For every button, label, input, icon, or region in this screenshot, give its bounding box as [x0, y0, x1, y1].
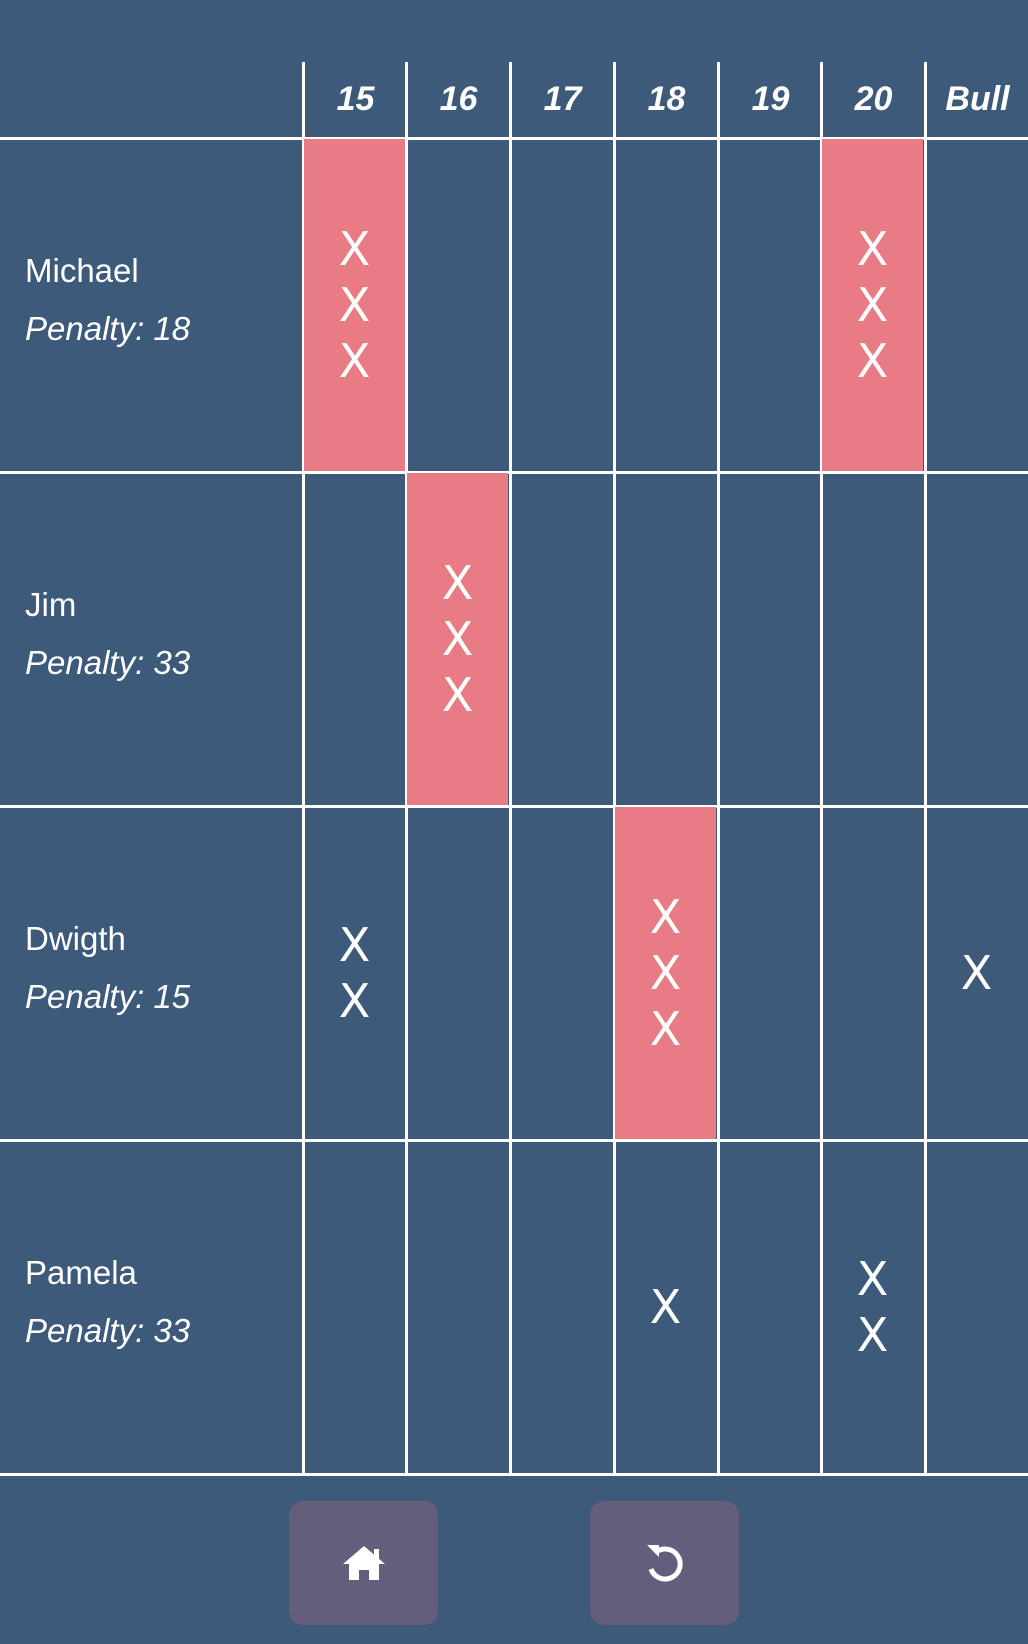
mark-cell-17[interactable]	[511, 1141, 612, 1473]
mark-cell-19[interactable]	[719, 1141, 820, 1473]
hit-mark: X	[856, 1252, 889, 1306]
row-divider	[0, 1473, 1028, 1476]
player-row-jim: Jim Penalty: 33	[0, 474, 302, 805]
mark-cell-19[interactable]	[719, 139, 820, 471]
column-divider	[924, 62, 927, 1475]
mark-cell-19[interactable]	[719, 807, 820, 1139]
player-penalty: Penalty: 18	[25, 310, 191, 347]
hit-mark: X	[338, 918, 371, 972]
hit-mark: X	[960, 946, 993, 1000]
column-divider	[820, 62, 823, 1475]
column-divider	[302, 62, 305, 1475]
hit-mark: X	[338, 222, 371, 276]
column-header-17: 17	[543, 79, 582, 118]
hit-mark: X	[338, 334, 371, 388]
mark-cell-17[interactable]	[511, 139, 612, 471]
player-row-pamela: Pamela Penalty: 33	[0, 1142, 302, 1473]
mark-cell-bull[interactable]	[926, 473, 1027, 805]
player-name: Jim	[25, 586, 77, 623]
player-row-dwigth: Dwigth Penalty: 15	[0, 808, 302, 1139]
mark-cell-17[interactable]	[511, 473, 612, 805]
column-header-18: 18	[647, 79, 686, 118]
player-row-michael: Michael Penalty: 18	[0, 140, 302, 471]
mark-cell-15[interactable]	[304, 1141, 405, 1473]
column-header-20: 20	[854, 79, 893, 118]
hit-mark: X	[856, 222, 889, 276]
hit-mark: X	[441, 556, 474, 610]
hit-mark: X	[441, 612, 474, 666]
column-divider	[717, 62, 720, 1475]
hit-mark: X	[649, 890, 682, 944]
mark-cell-bull[interactable]	[926, 1141, 1027, 1473]
home-button[interactable]	[289, 1501, 438, 1625]
mark-cell-19[interactable]	[719, 473, 820, 805]
hit-mark: X	[856, 334, 889, 388]
row-divider	[0, 137, 1028, 140]
hit-mark: X	[649, 946, 682, 1000]
hit-mark: X	[649, 1002, 682, 1056]
mark-cell-18[interactable]	[615, 473, 716, 805]
row-divider	[0, 805, 1028, 808]
hit-mark: X	[441, 668, 474, 722]
column-divider	[509, 62, 512, 1475]
player-name: Dwigth	[25, 920, 126, 957]
mark-cell-16[interactable]	[407, 807, 508, 1139]
column-divider	[613, 62, 616, 1475]
column-header-15: 15	[336, 79, 375, 118]
mark-cell-17[interactable]	[511, 807, 612, 1139]
player-penalty: Penalty: 33	[25, 1312, 191, 1349]
player-penalty: Penalty: 15	[25, 978, 191, 1015]
mark-cell-18[interactable]	[615, 139, 716, 471]
player-name: Pamela	[25, 1254, 137, 1291]
undo-icon	[641, 1539, 689, 1587]
undo-button[interactable]	[590, 1501, 739, 1625]
hit-mark: X	[338, 278, 371, 332]
mark-cell-20[interactable]	[822, 473, 923, 805]
mark-cell-bull[interactable]: X	[926, 807, 1027, 1139]
column-header-19: 19	[751, 79, 790, 118]
mark-cell-bull[interactable]	[926, 139, 1027, 471]
mark-cell-18[interactable]: X	[615, 1141, 716, 1473]
hit-mark: X	[856, 1308, 889, 1362]
hit-mark: X	[856, 278, 889, 332]
mark-cell-20[interactable]	[822, 807, 923, 1139]
hit-mark: X	[649, 1280, 682, 1334]
mark-cell-15[interactable]	[304, 473, 405, 805]
mark-cell-16[interactable]	[407, 1141, 508, 1473]
column-header-bull: Bull	[945, 79, 1010, 118]
mark-cell-16[interactable]	[407, 139, 508, 471]
column-divider	[405, 62, 408, 1475]
player-penalty: Penalty: 33	[25, 644, 191, 681]
row-divider	[0, 1139, 1028, 1142]
hit-mark: X	[338, 974, 371, 1028]
column-header-16: 16	[439, 79, 478, 118]
row-divider	[0, 471, 1028, 474]
home-icon	[340, 1543, 388, 1583]
player-name: Michael	[25, 252, 139, 289]
